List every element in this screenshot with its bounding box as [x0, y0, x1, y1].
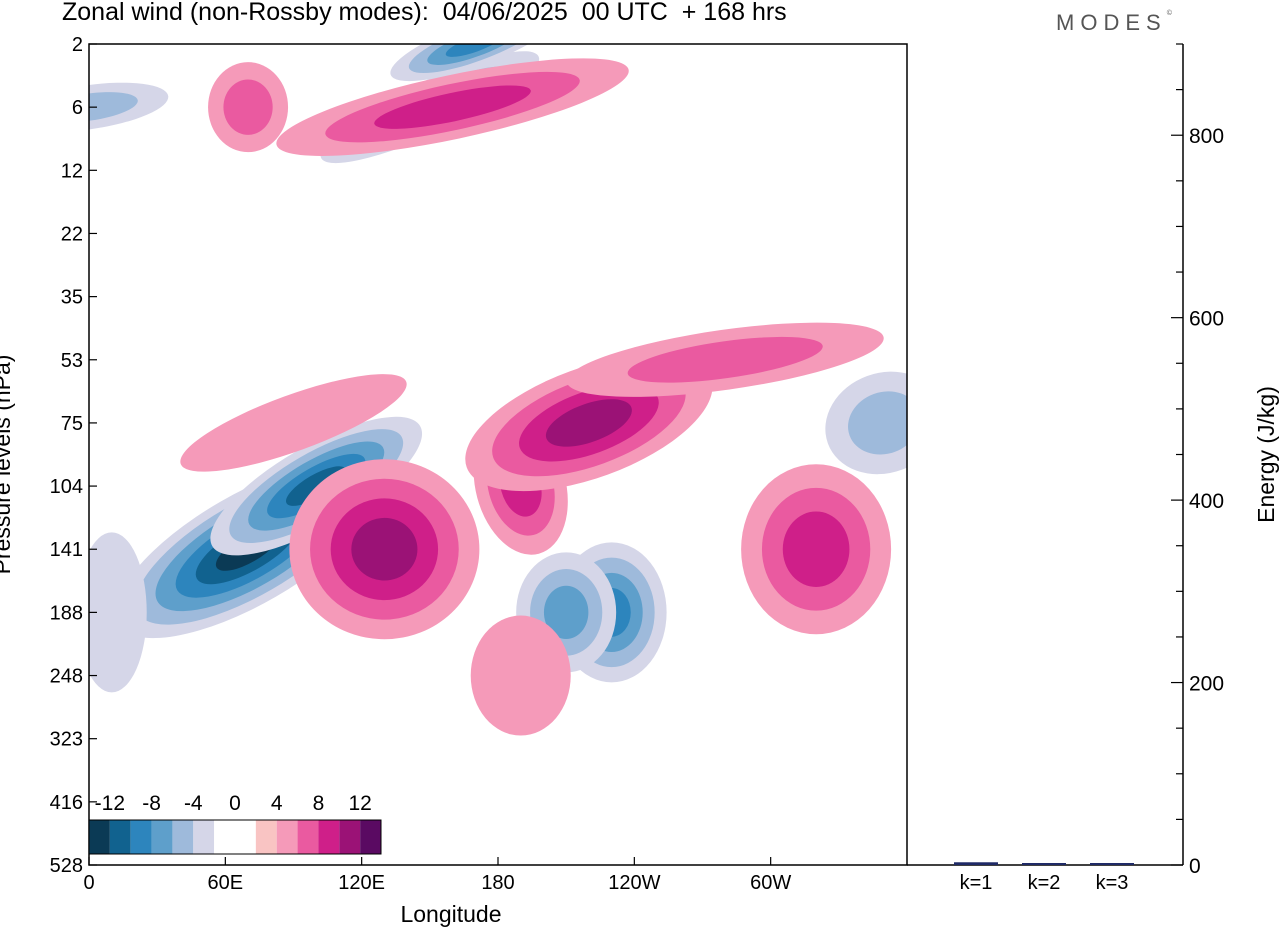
energy-tick-label: 200: [1189, 673, 1224, 696]
field-region-15-level-2: [782, 511, 850, 588]
colorbar-swatch: [255, 820, 277, 854]
x-tick-label: 60E: [208, 872, 244, 894]
colorbar-swatch: [235, 820, 256, 854]
energy-tick-label: 0: [1189, 855, 1201, 878]
field-region-8-level-1: [848, 391, 907, 455]
colorbar-swatch: [297, 820, 319, 854]
brand-mark: ©: [1166, 10, 1172, 17]
colorbar-label: -8: [142, 792, 161, 815]
field-region-16-level-1: [627, 336, 823, 383]
colorbar-frame: [88, 819, 382, 855]
field-region-2-level-3: [445, 44, 505, 57]
energy-axis-label: Energy (J/kg): [1253, 386, 1279, 523]
x-axis-label: Longitude: [400, 901, 501, 927]
colorbar-swatch: [360, 820, 381, 854]
colorbar-swatch: [276, 820, 298, 854]
y-tick-label: 6: [72, 97, 83, 119]
colorbar-label: 12: [348, 792, 371, 815]
colorbar-swatch: [214, 820, 235, 854]
y-tick-label: 53: [61, 350, 83, 372]
brand-logo: MODES©: [1056, 10, 1172, 36]
colorbar-swatch: [89, 820, 110, 854]
chart-title: Zonal wind (non-Rossby modes): 04/06/202…: [62, 0, 787, 26]
field-region-11-level-2: [374, 85, 531, 129]
field-region-18-level-0: [470, 615, 571, 736]
energy-category-label: k=3: [1096, 872, 1129, 894]
x-tick-label: 180: [481, 872, 514, 894]
field-region-13-level-3: [545, 399, 632, 447]
brand-text: MODES: [1056, 10, 1167, 35]
x-tick-label: 120E: [338, 872, 385, 894]
field-region-3-level-0: [472, 0, 615, 9]
y-tick-label: 323: [50, 729, 83, 751]
x-tick-label: 0: [83, 872, 94, 894]
heatmap-field: [89, 0, 907, 736]
energy-bar: [1090, 863, 1134, 865]
energy-tick-label: 400: [1189, 490, 1224, 513]
colorbar-swatch: [151, 820, 173, 854]
energy-tick-label: 600: [1189, 308, 1224, 331]
colorbar-swatch: [109, 820, 131, 854]
y-tick-label: 104: [50, 476, 83, 498]
colorbar-swatch: [318, 820, 340, 854]
field-region-10-level-1: [223, 79, 273, 135]
energy-tick-label: 800: [1189, 125, 1224, 148]
colorbar-label: 8: [313, 792, 325, 815]
field-region-7-level-2: [543, 585, 589, 640]
y-tick-label: 141: [50, 539, 83, 561]
colorbar-label: -4: [184, 792, 203, 815]
energy-category-label: k=1: [960, 872, 993, 894]
y-tick-label: 22: [61, 223, 83, 245]
y-tick-label: 528: [50, 855, 83, 877]
colorbar-label: 0: [229, 792, 241, 815]
y-tick-label: 2: [72, 34, 83, 56]
y-axis-label: Pressure levels (hPa): [0, 355, 15, 575]
colorbar-swatch: [193, 820, 215, 854]
energy-bar: [1022, 863, 1066, 865]
colorbar-swatch: [339, 820, 361, 854]
field-region-17-level-0: [180, 374, 407, 472]
y-tick-label: 416: [50, 792, 83, 814]
energy-category-label: k=2: [1028, 872, 1061, 894]
field-region-14-level-3: [351, 517, 418, 581]
colorbar-label: 4: [271, 792, 283, 815]
x-tick-label: 60W: [750, 872, 791, 894]
y-tick-label: 188: [50, 602, 83, 624]
y-tick-label: 35: [61, 287, 83, 309]
field-region-9-level-0: [89, 532, 147, 693]
colorbar-swatch: [130, 820, 152, 854]
y-tick-label: 75: [61, 413, 83, 435]
energy-bar: [954, 862, 998, 865]
colorbar-label: -12: [95, 792, 125, 815]
y-tick-label: 12: [61, 160, 83, 182]
colorbar: -12 -8 -4 0 4 8 12: [88, 792, 382, 855]
y-tick-label: 248: [50, 666, 83, 688]
colorbar-swatch: [172, 820, 194, 854]
x-tick-label: 120W: [608, 872, 660, 894]
energy-bar-chart: 0 200 400 600 800 Energy (J/kg) k=1 k=2 k=3: [907, 43, 1279, 894]
